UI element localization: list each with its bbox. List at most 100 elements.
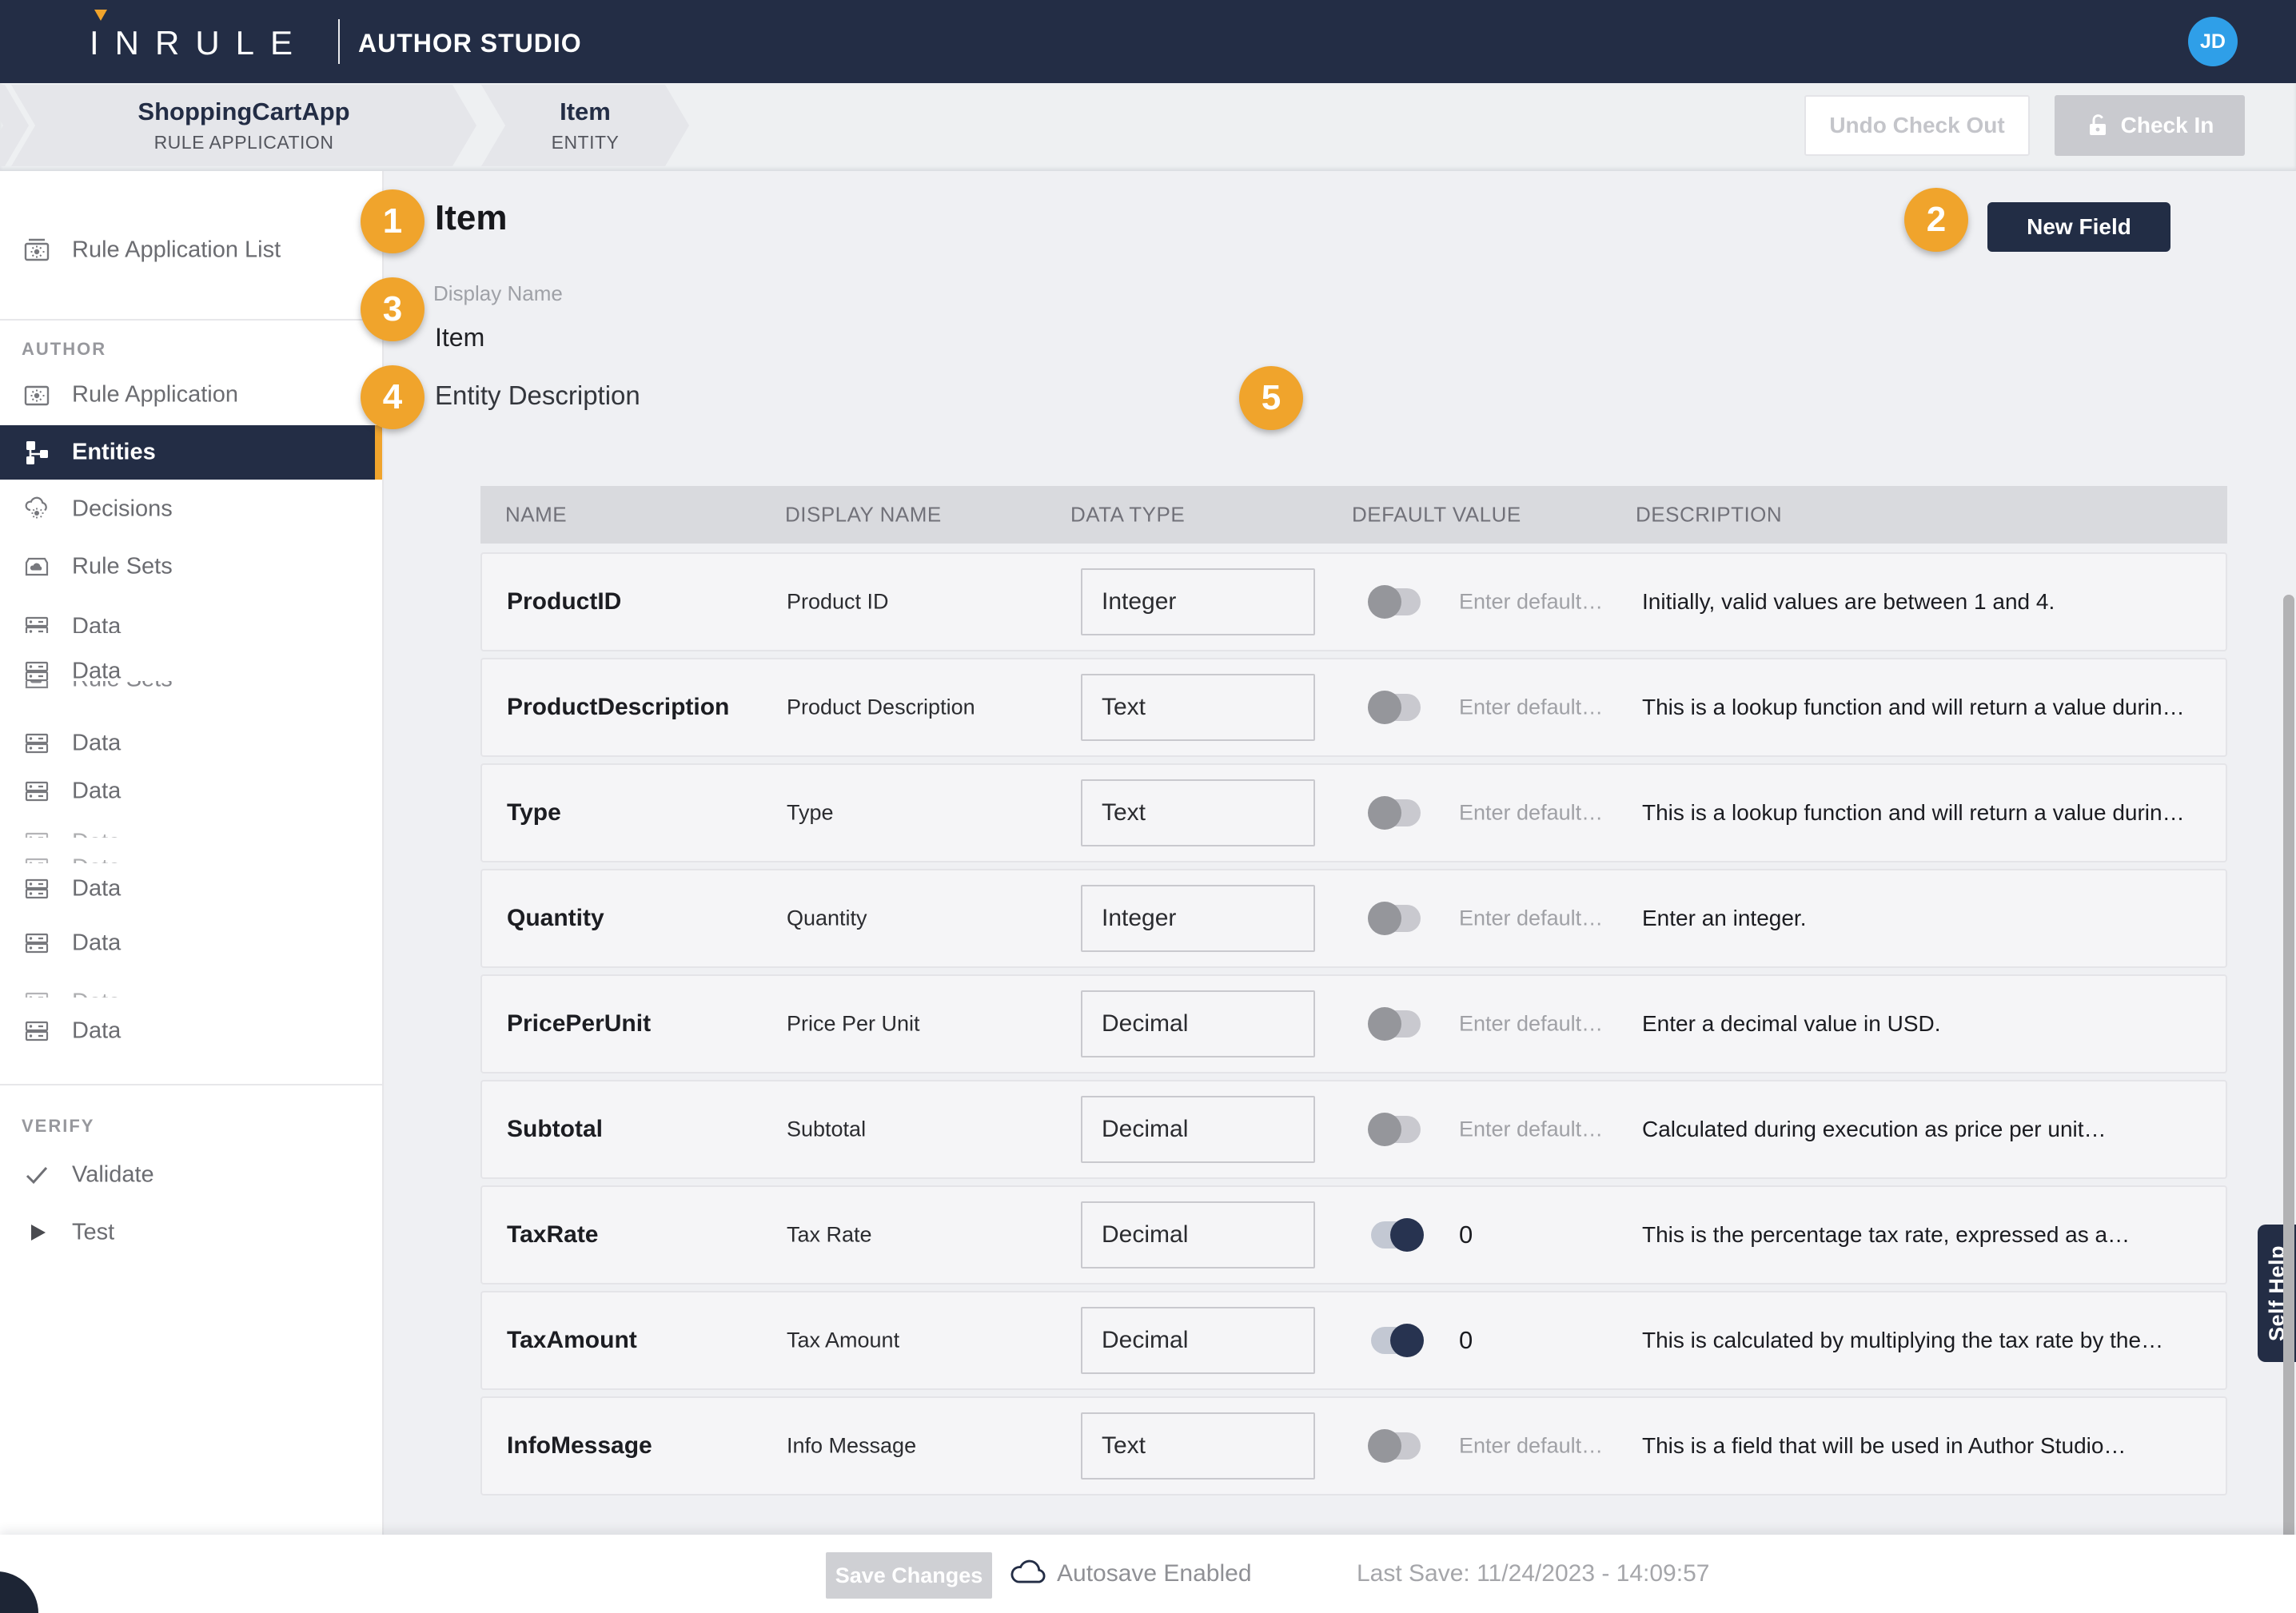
entity-description-label: Entity Description [435,380,640,411]
sidebar-item-validate[interactable]: Validate [0,1149,382,1201]
data-type-value: Text [1102,694,1146,721]
breadcrumb-entity[interactable]: Item ENTITY [481,85,689,166]
data-type-select[interactable]: Decimal [1081,1201,1315,1268]
field-description: Calculated during execution as price per… [1642,1117,2107,1142]
inrule-logo-triangle-icon [94,10,107,21]
data-icon [22,854,51,863]
sidebar-item-rule-application[interactable]: Rule Application [0,369,382,420]
breadcrumb-type: RULE APPLICATION [154,132,334,153]
field-display-name: Subtotal [787,1117,866,1142]
field-description: This is a lookup function and will retur… [1642,800,2185,826]
save-changes-button[interactable]: Save Changes [826,1552,992,1599]
toggle-knob [1368,902,1401,935]
table-row: Type Type Text Enter default… This is a … [480,763,2227,862]
sidebar-item-entities[interactable]: Entities [0,425,382,480]
default-toggle[interactable] [1371,1116,1421,1143]
data-type-value: Decimal [1102,1116,1188,1143]
default-toggle[interactable] [1371,1010,1421,1037]
default-toggle[interactable] [1371,694,1421,721]
field-name: TaxAmount [507,1327,637,1354]
check-in-button[interactable]: Check In [2055,95,2245,156]
undo-check-out-button[interactable]: Undo Check Out [1804,95,2030,156]
table-row: ProductID Product ID Integer Enter defau… [480,552,2227,651]
sidebar-item-label: Rule Sets [72,554,173,580]
sidebar-item-data[interactable]: Data [0,766,382,807]
sidebar-item-data[interactable]: Data [0,817,382,838]
sidebar-item-data[interactable]: Data [0,601,382,633]
sidebar-item-rule-sets-ghost: Rule Sets [0,681,382,705]
default-value[interactable]: Enter default… [1459,695,1603,720]
data-type-value: Decimal [1102,1221,1188,1249]
sidebar-item-data[interactable]: Data [0,977,382,998]
sidebar-item-data[interactable]: Data [0,918,382,969]
data-type-select[interactable]: Integer [1081,885,1315,952]
logo-divider [338,19,340,64]
default-toggle[interactable] [1371,1221,1421,1249]
sidebar-item-label: Validate [72,1162,154,1189]
sidebar: Rule Application List AUTHOR Rule Applic… [0,171,384,1535]
default-value[interactable]: Enter default… [1459,1012,1603,1037]
table-row: Quantity Quantity Integer Enter default…… [480,869,2227,968]
annotation-badge-3: 3 [361,277,425,341]
user-avatar[interactable]: JD [2188,17,2238,66]
default-value[interactable]: Enter default… [1459,590,1603,615]
breadcrumb-type: ENTITY [552,132,620,153]
default-value[interactable]: 0 [1459,1221,1473,1249]
toggle-knob [1368,796,1401,830]
table-row: PricePerUnit Price Per Unit Decimal Ente… [480,974,2227,1073]
sidebar-item-label: Rule Application List [72,237,281,264]
sidebar-item-label: Rule Application [72,382,238,408]
data-type-select[interactable]: Text [1081,674,1315,741]
sidebar-item-label: Data [72,930,121,957]
data-type-value: Text [1102,799,1146,826]
field-description: Enter a decimal value in USD. [1642,1011,1941,1037]
sidebar-item-test[interactable]: Test [0,1207,382,1258]
field-display-name: Type [787,801,834,826]
data-type-select[interactable]: Decimal [1081,990,1315,1057]
sidebar-item-data[interactable]: Data [0,1006,382,1057]
default-toggle[interactable] [1371,799,1421,826]
data-icon [22,1017,51,1045]
data-type-select[interactable]: Decimal [1081,1096,1315,1163]
default-value[interactable]: Enter default… [1459,1434,1603,1459]
default-toggle[interactable] [1371,1432,1421,1460]
annotation-badge-4: 4 [361,365,425,429]
table-row: TaxRate Tax Rate Decimal 0 This is the p… [480,1185,2227,1284]
field-name: Quantity [507,905,604,932]
field-name: InfoMessage [507,1432,652,1460]
column-header-name: NAME [505,503,567,528]
sidebar-item-rule-sets[interactable]: Rule Sets [0,541,382,592]
toggle-knob [1368,1429,1401,1463]
default-value[interactable]: 0 [1459,1326,1473,1355]
data-type-select[interactable]: Text [1081,1412,1315,1480]
vertical-scrollbar[interactable] [2283,595,2294,1591]
field-name: TaxRate [507,1221,599,1249]
default-value[interactable]: Enter default… [1459,801,1603,826]
selected-indicator [375,425,382,480]
breadcrumb-rule-application[interactable]: ShoppingCartApp RULE APPLICATION [11,85,476,166]
data-type-select[interactable]: Text [1081,779,1315,846]
data-icon [22,612,51,633]
sidebar-item-rule-application-list[interactable]: Rule Application List [0,225,382,276]
unlock-icon [2086,112,2110,139]
data-type-select[interactable]: Integer [1081,568,1315,635]
sidebar-item-data[interactable]: Data [0,718,382,759]
toggle-knob [1390,1218,1424,1252]
sidebar-item-decisions[interactable]: Decisions [0,484,382,535]
default-toggle[interactable] [1371,905,1421,932]
sidebar-item-label: Entities [72,440,156,466]
default-value[interactable]: Enter default… [1459,906,1603,931]
data-type-select[interactable]: Decimal [1081,1307,1315,1374]
display-name-value[interactable]: Item [435,323,484,352]
annotation-badge-1: 1 [361,189,425,253]
new-field-button[interactable]: New Field [1987,202,2170,252]
column-header-data-type: DATA TYPE [1070,503,1185,528]
annotation-badge-5: 5 [1239,366,1303,430]
sidebar-item-data[interactable]: Data [0,863,382,914]
field-display-name: Info Message [787,1434,916,1459]
default-toggle[interactable] [1371,588,1421,615]
default-toggle[interactable] [1371,1327,1421,1354]
sidebar-item-data[interactable]: Data [0,842,382,863]
default-value[interactable]: Enter default… [1459,1117,1603,1142]
field-name: ProductID [507,588,621,615]
